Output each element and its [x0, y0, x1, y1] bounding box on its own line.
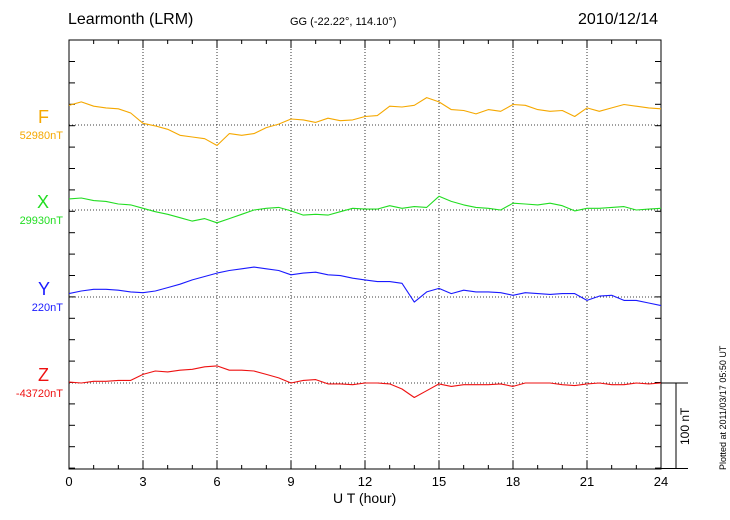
x-tick-label: 0: [65, 474, 72, 489]
x-tick-label: 3: [139, 474, 146, 489]
date-label: 2010/12/14: [578, 11, 659, 28]
series-line-x: [68, 195, 662, 224]
x-tick-label: 9: [287, 474, 294, 489]
series-baseline-z: -43720nT: [15, 388, 63, 400]
x-tick-label: 21: [580, 474, 594, 489]
x-axis-label: U T (hour): [333, 490, 397, 506]
series-line-z: [68, 365, 662, 399]
x-tick-label: 6: [213, 474, 220, 489]
series-name-x: X: [37, 192, 50, 212]
series-name-f: F: [38, 107, 49, 127]
plotted-timestamp: Plotted at 2011/03/17 05:50 UT: [718, 345, 728, 470]
series-baseline-f: 52980nT: [19, 130, 63, 142]
scale-bar-label: 100 nT: [678, 407, 692, 445]
plot-frame: [68, 39, 662, 470]
series-baseline-y: 220nT: [31, 302, 63, 314]
station-coordinates: GG (-22.22°, 114.10°): [290, 16, 397, 28]
series-name-y: Y: [38, 279, 51, 299]
series-line-f: [68, 97, 662, 147]
x-tick-label: 18: [506, 474, 520, 489]
x-tick-label: 24: [654, 474, 668, 489]
x-tick-label: 12: [358, 474, 372, 489]
station-title: Learmonth (LRM): [68, 11, 194, 28]
series-name-z: Z: [38, 365, 49, 385]
x-tick-label: 15: [432, 474, 446, 489]
series-line-y: [68, 266, 662, 307]
series-baseline-x: 29930nT: [19, 215, 63, 227]
